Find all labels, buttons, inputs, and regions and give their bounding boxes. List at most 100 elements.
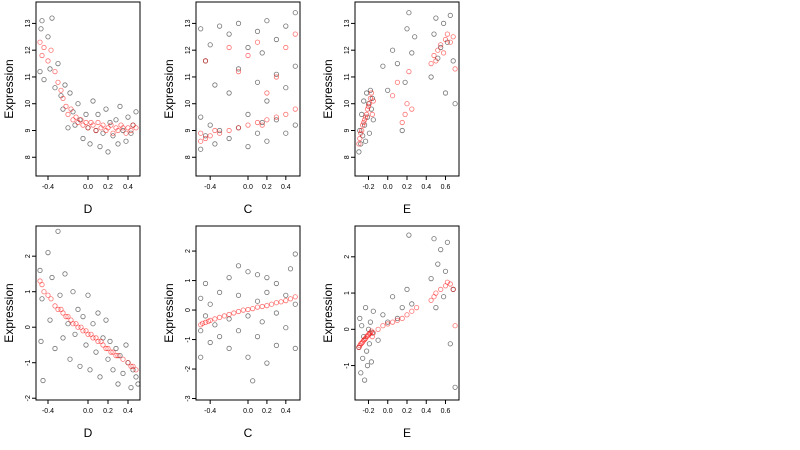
data-point-black — [438, 247, 444, 253]
data-point-red — [431, 52, 437, 59]
data-point-black — [264, 360, 270, 366]
data-point-red — [250, 305, 256, 312]
data-point-black — [435, 261, 441, 267]
data-point-black — [113, 117, 119, 123]
data-point-black — [37, 69, 43, 75]
data-point-black — [254, 28, 261, 34]
data-point-black — [444, 239, 450, 245]
data-point-black — [254, 333, 261, 340]
y-tick-label: -1 — [25, 360, 32, 366]
data-point-black — [273, 342, 279, 348]
data-point-red — [399, 119, 405, 126]
x-tick-label: 0.2 — [262, 184, 272, 191]
data-point-red — [292, 31, 298, 37]
y-tick-label: 12 — [344, 46, 351, 54]
data-point-black — [38, 26, 44, 32]
data-point-black — [95, 310, 101, 316]
data-point-black — [245, 144, 251, 150]
data-point-black — [80, 313, 86, 320]
data-point-black — [438, 44, 444, 51]
x-tick-label: 0.2 — [103, 408, 113, 415]
data-point-black — [366, 341, 372, 347]
data-point-red — [369, 111, 375, 118]
data-point-red — [364, 106, 371, 112]
y-tick-label: -2 — [185, 366, 192, 372]
data-point-black — [103, 317, 109, 323]
data-point-black — [72, 331, 78, 337]
x-tick-label: -0.4 — [42, 184, 54, 191]
data-point-black — [358, 141, 364, 147]
data-point-red — [369, 333, 375, 340]
data-point-red — [133, 367, 139, 373]
data-point-red — [226, 127, 232, 134]
data-point-black — [83, 111, 89, 118]
data-point-black — [399, 304, 405, 311]
x-tick-label: 0.4 — [281, 408, 291, 415]
data-point-red — [52, 303, 58, 309]
y-tick-label: 8 — [25, 155, 32, 159]
data-point-black — [38, 338, 44, 344]
data-point-black — [65, 125, 71, 131]
data-point-black — [57, 292, 63, 298]
data-point-black — [264, 274, 270, 281]
data-point-red — [357, 135, 363, 142]
data-point-black — [60, 335, 66, 341]
data-point-red — [105, 125, 111, 131]
data-point-red — [360, 122, 366, 128]
data-point-red — [365, 103, 372, 110]
data-point-black — [366, 130, 372, 136]
data-point-red — [399, 315, 405, 321]
data-point-black — [363, 90, 370, 96]
data-point-black — [60, 106, 66, 112]
data-point-black — [364, 362, 371, 369]
y-tick-label: 10 — [25, 100, 32, 108]
x-tick-label: -0.2 — [362, 408, 374, 415]
data-point-black — [433, 304, 439, 311]
data-point-red — [63, 313, 69, 320]
data-point-red — [254, 119, 261, 126]
data-point-red — [95, 338, 101, 344]
data-point-red — [264, 117, 270, 123]
data-point-red — [128, 127, 134, 134]
data-point-red — [447, 39, 453, 45]
data-point-black — [39, 296, 45, 302]
data-point-red — [41, 44, 47, 51]
data-point-black — [254, 298, 261, 304]
y-tick-label: 2 — [25, 254, 32, 258]
data-point-red — [438, 286, 444, 292]
data-point-red — [120, 356, 126, 362]
data-point-black — [52, 345, 58, 352]
series-black — [198, 251, 298, 384]
data-point-black — [442, 90, 449, 96]
y-tick-label: 0 — [344, 327, 351, 331]
data-point-black — [45, 34, 51, 40]
data-point-black — [207, 339, 213, 346]
y-tick-label: 13 — [344, 19, 351, 27]
data-point-black — [389, 47, 396, 53]
data-point-black — [83, 342, 89, 348]
data-point-red — [245, 306, 251, 313]
data-point-black — [128, 384, 134, 391]
x-tick-label: -0.4 — [204, 184, 216, 191]
series-red — [198, 31, 298, 144]
data-point-black — [70, 289, 76, 295]
y-tick-label: 9 — [25, 128, 32, 132]
data-point-red — [366, 101, 372, 107]
x-tick-label: 0.2 — [402, 408, 412, 415]
data-point-black — [120, 370, 126, 376]
data-point-red — [259, 303, 265, 310]
data-point-black — [117, 103, 123, 110]
data-point-red — [440, 50, 447, 56]
data-point-red — [447, 281, 453, 287]
data-point-black — [440, 20, 447, 26]
data-point-red — [433, 58, 439, 64]
data-point-black — [97, 374, 103, 380]
x-axis-label: D — [84, 426, 93, 440]
data-point-black — [368, 359, 374, 365]
y-tick-label: -1 — [185, 336, 192, 342]
data-point-black — [356, 149, 362, 155]
data-point-red — [394, 317, 400, 323]
data-point-red — [368, 90, 374, 96]
x-tick-label: 0.2 — [103, 184, 113, 191]
data-point-black — [245, 111, 251, 118]
